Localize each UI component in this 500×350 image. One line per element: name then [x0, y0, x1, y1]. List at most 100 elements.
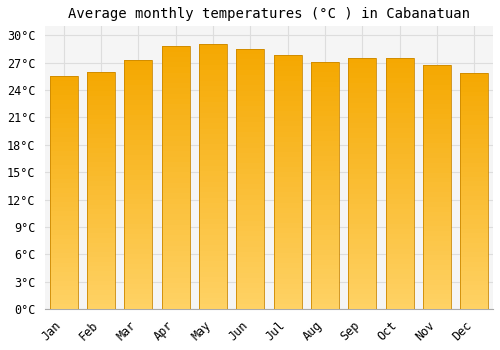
- Bar: [274, 238, 302, 243]
- Bar: [162, 267, 190, 272]
- Bar: [460, 300, 488, 304]
- Bar: [348, 178, 376, 184]
- Bar: [274, 294, 302, 299]
- Bar: [311, 250, 339, 255]
- Bar: [199, 208, 227, 214]
- Bar: [348, 224, 376, 229]
- Bar: [348, 154, 376, 159]
- Bar: [50, 202, 78, 207]
- Bar: [124, 115, 152, 120]
- Bar: [274, 253, 302, 258]
- Bar: [460, 153, 488, 158]
- Bar: [311, 146, 339, 151]
- Bar: [162, 230, 190, 236]
- Bar: [274, 304, 302, 309]
- Bar: [274, 86, 302, 91]
- Bar: [87, 96, 115, 100]
- Bar: [199, 44, 227, 309]
- Bar: [87, 129, 115, 134]
- Bar: [423, 197, 451, 202]
- Bar: [423, 231, 451, 236]
- Bar: [124, 289, 152, 294]
- Bar: [236, 80, 264, 85]
- Bar: [236, 257, 264, 262]
- Bar: [348, 204, 376, 209]
- Bar: [274, 142, 302, 147]
- Bar: [423, 226, 451, 231]
- Bar: [50, 174, 78, 179]
- Bar: [311, 131, 339, 136]
- Bar: [386, 93, 413, 98]
- Bar: [50, 114, 78, 118]
- Bar: [423, 275, 451, 280]
- Bar: [348, 133, 376, 139]
- Bar: [199, 203, 227, 208]
- Bar: [423, 221, 451, 226]
- Bar: [274, 264, 302, 268]
- Bar: [50, 272, 78, 276]
- Bar: [423, 294, 451, 299]
- Bar: [460, 87, 488, 92]
- Bar: [311, 255, 339, 260]
- Bar: [386, 128, 413, 133]
- Bar: [199, 277, 227, 282]
- Bar: [348, 289, 376, 294]
- Bar: [199, 54, 227, 60]
- Bar: [50, 109, 78, 114]
- Bar: [236, 252, 264, 257]
- Bar: [274, 71, 302, 76]
- Bar: [87, 186, 115, 190]
- Bar: [460, 172, 488, 177]
- Bar: [124, 100, 152, 105]
- Bar: [87, 229, 115, 233]
- Title: Average monthly temperatures (°C ) in Cabanatuan: Average monthly temperatures (°C ) in Ca…: [68, 7, 470, 21]
- Bar: [87, 72, 115, 309]
- Bar: [311, 265, 339, 270]
- Bar: [348, 73, 376, 78]
- Bar: [236, 111, 264, 117]
- Bar: [236, 153, 264, 158]
- Bar: [124, 155, 152, 160]
- Bar: [87, 195, 115, 200]
- Bar: [236, 117, 264, 122]
- Bar: [311, 294, 339, 299]
- Bar: [50, 304, 78, 309]
- Bar: [124, 65, 152, 70]
- Bar: [87, 238, 115, 243]
- Bar: [423, 251, 451, 256]
- Bar: [50, 104, 78, 109]
- Bar: [124, 140, 152, 145]
- Bar: [199, 197, 227, 203]
- Bar: [162, 46, 190, 51]
- Bar: [162, 199, 190, 204]
- Bar: [50, 165, 78, 169]
- Bar: [460, 73, 488, 309]
- Bar: [311, 220, 339, 225]
- Bar: [460, 148, 488, 153]
- Bar: [162, 278, 190, 283]
- Bar: [87, 81, 115, 86]
- Bar: [124, 215, 152, 219]
- Bar: [162, 215, 190, 220]
- Bar: [199, 65, 227, 70]
- Bar: [199, 113, 227, 118]
- Bar: [162, 188, 190, 194]
- Bar: [124, 284, 152, 289]
- Bar: [460, 229, 488, 233]
- Bar: [460, 177, 488, 181]
- Bar: [87, 153, 115, 157]
- Bar: [199, 219, 227, 224]
- Bar: [236, 288, 264, 293]
- Bar: [386, 194, 413, 199]
- Bar: [311, 141, 339, 146]
- Bar: [199, 155, 227, 160]
- Bar: [311, 245, 339, 250]
- Bar: [386, 139, 413, 143]
- Bar: [311, 126, 339, 131]
- Bar: [50, 286, 78, 290]
- Bar: [87, 100, 115, 105]
- Bar: [87, 304, 115, 309]
- Bar: [423, 144, 451, 148]
- Bar: [236, 85, 264, 91]
- Bar: [199, 251, 227, 256]
